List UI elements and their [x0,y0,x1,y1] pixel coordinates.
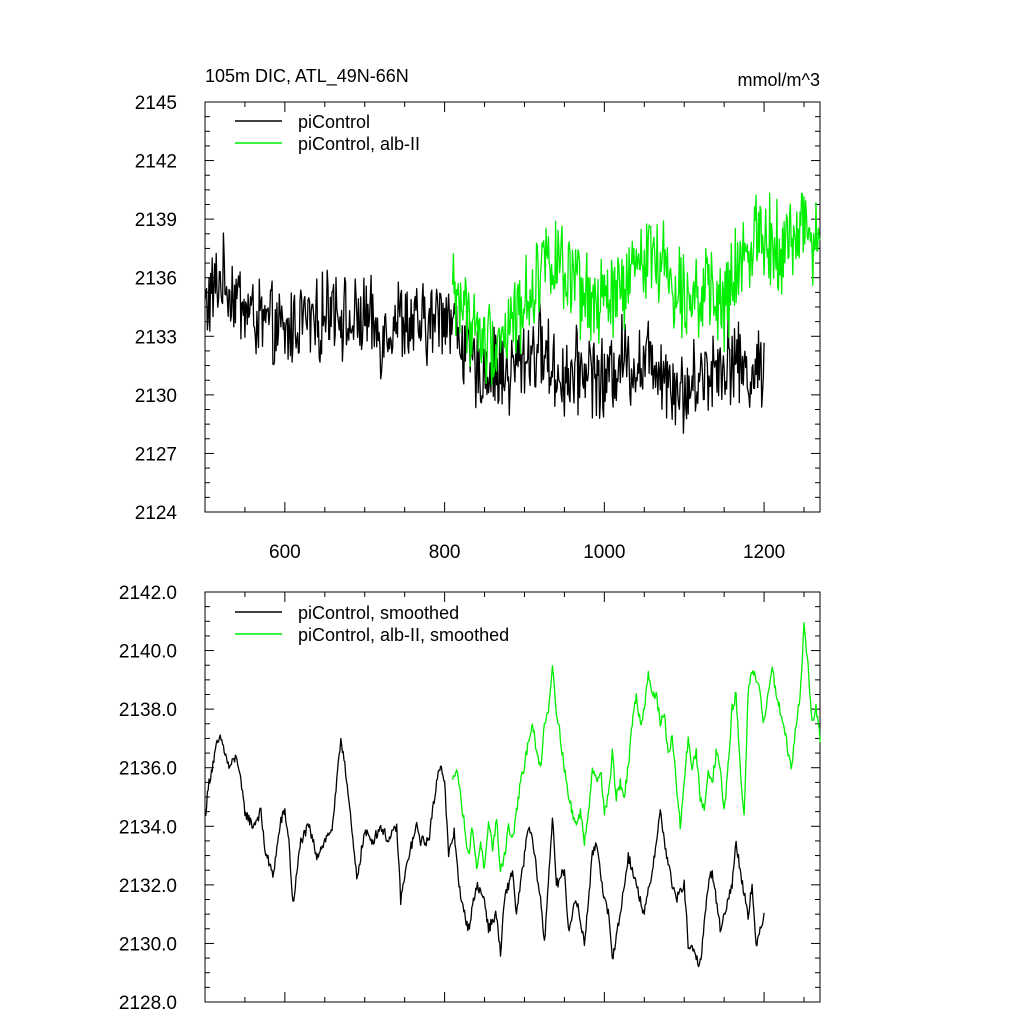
y-tick-label: 2142.0 [119,583,177,604]
x-tick-label: 1000 [583,542,625,563]
x-tick-label: 1200 [743,542,785,563]
y-tick-label: 2128.0 [119,993,177,1014]
legend-label-piControl: piControl [298,112,370,132]
y-tick-label: 2127 [135,444,177,465]
axis-ticks: 2124 2127 2130 2133 2136 2139 2142 2145 600 800 10… [135,93,820,563]
legend: piControl, smoothed piControl, alb-II, s… [235,603,509,645]
y-tick-label: 2139 [135,210,177,231]
plot-frame [204,591,821,1003]
y-tick-label: 2132.0 [119,876,177,897]
x-tick-label: 800 [429,542,461,563]
series-lines [204,192,821,434]
axis-ticks: 2128.0 2130.0 2132.0 2134.0 2136.0 2138.0 2140… [119,583,820,1014]
y-tick-label: 2136 [135,269,177,290]
legend: piControl piControl, alb-II [235,112,420,154]
y-tick-label: 2124 [135,503,178,524]
series-line-picontrol [204,232,765,434]
bottom-panel: 2128.0 2130.0 2132.0 2134.0 2136.0 2138.0 2140… [119,583,821,1014]
series-line-picontrol-alb-ii-smoothed [451,622,821,873]
legend-label-alb-smoothed: piControl, alb-II, smoothed [298,625,509,645]
y-tick-label: 2142 [135,152,177,173]
y-tick-label: 2130 [135,386,177,407]
y-tick-label: 2138.0 [119,700,177,721]
y-tick-label: 2134.0 [119,817,177,838]
series-line-picontrol-smoothed [204,734,765,968]
units-label: mmol/m^3 [738,70,820,90]
chart-title: 105m DIC, ATL_49N-66N [205,66,409,87]
top-panel: 105m DIC, ATL_49N-66N mmol/m^3 212421272… [135,66,821,563]
legend-label-piControl-smoothed: piControl, smoothed [298,603,459,623]
x-tick-label: 600 [269,542,301,563]
legend-label-alb: piControl, alb-II [298,134,420,154]
y-tick-label: 2130.0 [119,934,177,955]
y-tick-label: 2136.0 [119,759,177,780]
series-lines [204,622,821,968]
y-tick-label: 2133 [135,327,177,348]
series-line-picontrol-alb-ii [451,192,821,386]
y-tick-label: 2140.0 [119,642,177,663]
y-tick-label: 2145 [135,93,177,114]
